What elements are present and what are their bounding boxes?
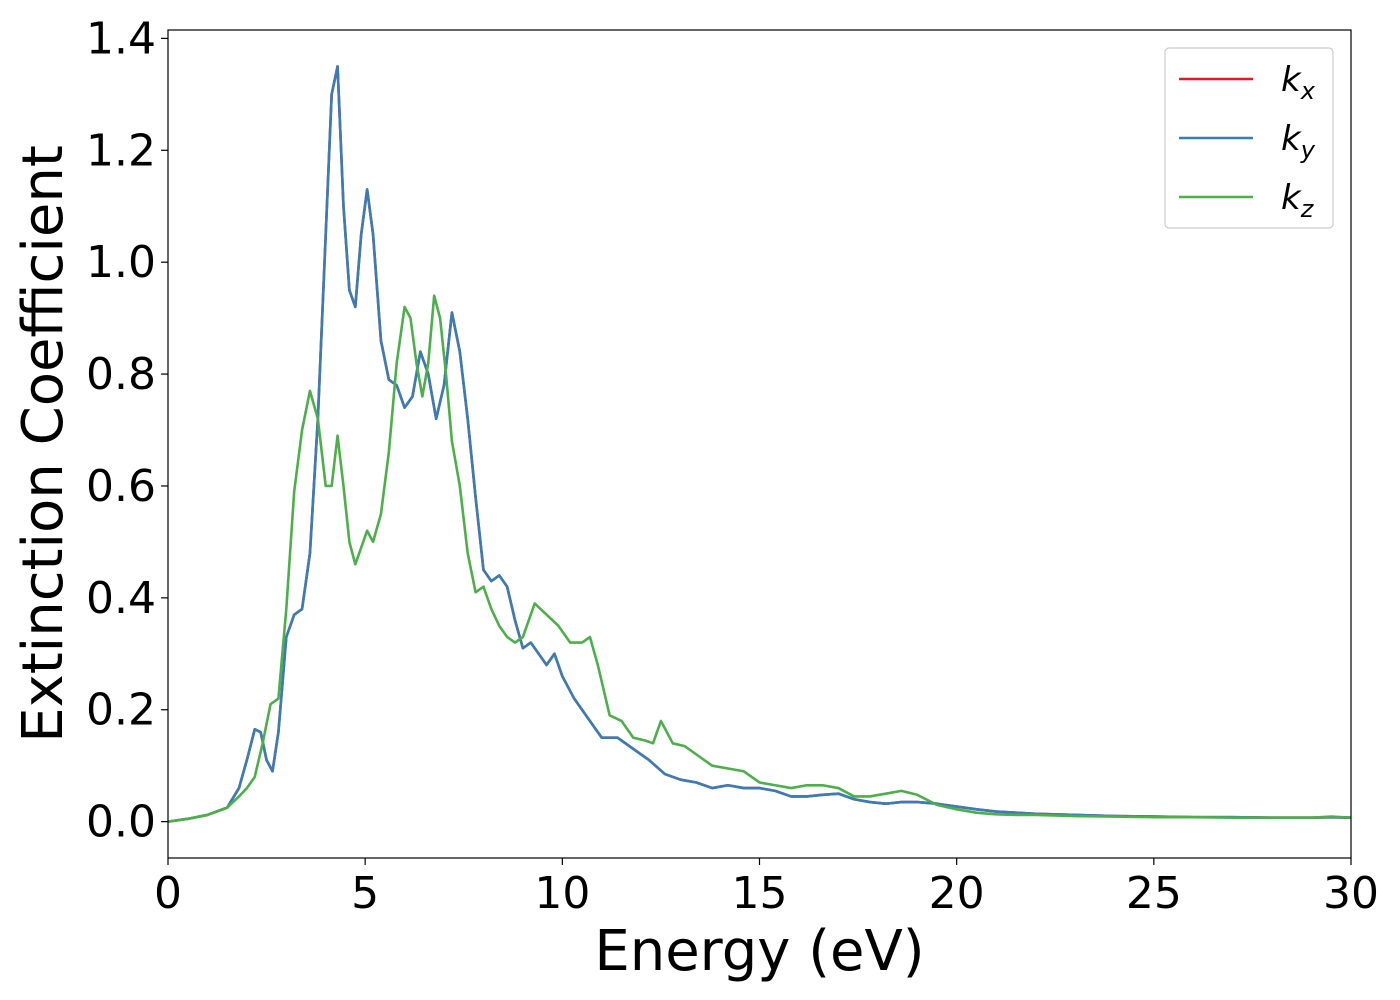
x-tick-label: 5 [351,868,379,919]
x-tick-label: 30 [1323,868,1379,919]
y-tick-label: 1.4 [86,13,156,64]
x-tick-label: 20 [929,868,985,919]
legend: kx ky kz [1164,47,1334,229]
series-line-kz [168,294,1351,823]
series-line-ky [168,65,1351,823]
y-tick-label: 0.4 [86,573,156,624]
y-axis-label: Extinction Coefficient [11,145,76,743]
legend-label-kz: kz [1281,178,1315,223]
x-tick-label: 25 [1126,868,1182,919]
y-tick-label: 0.0 [86,797,156,848]
y-tick-label: 1.2 [86,125,156,176]
x-tick-label: 10 [534,868,590,919]
x-axis-label: Energy (eV) [594,919,924,984]
y-tick-label: 0.8 [86,349,156,400]
y-tick-label: 0.6 [86,461,156,512]
x-tick-label: 0 [154,868,182,919]
axis-ticks: 0 5 10 15 20 25 30 0.0 0.2 0.4 0.6 0.8 1.0 1.2 1.4 [86,13,1379,919]
legend-label-ky: ky [1281,119,1316,164]
series-layer [168,65,1351,823]
y-tick-label: 1.0 [86,237,156,288]
legend-label-kx: kx [1281,60,1316,105]
x-tick-label: 15 [732,868,788,919]
y-tick-label: 0.2 [86,685,156,736]
